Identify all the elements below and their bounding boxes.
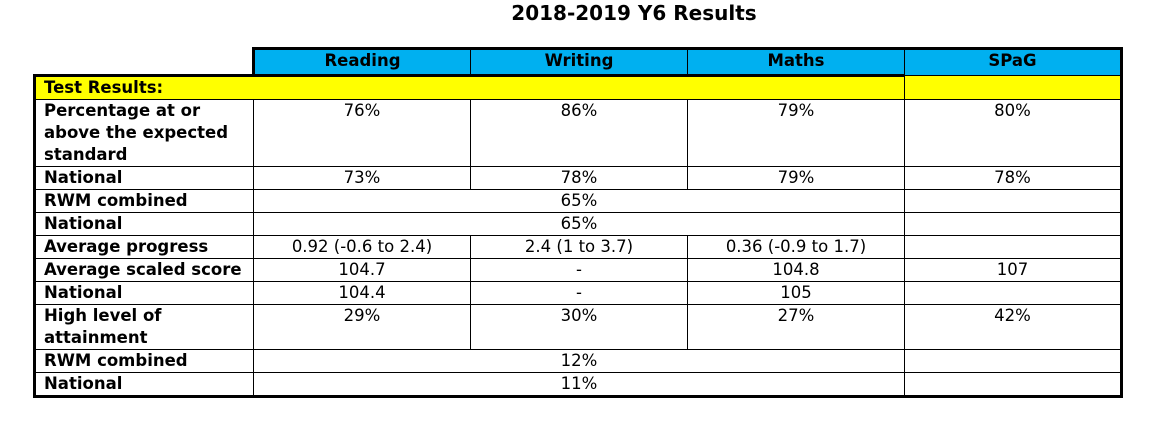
cell-combined: 11% (253, 372, 905, 398)
cell-combined: 65% (253, 189, 905, 213)
page-title: 2018-2019 Y6 Results (511, 1, 757, 25)
row-label: National (33, 166, 254, 190)
results-table: Reading Writing Maths SPaG Test Results:… (33, 47, 1123, 398)
cell-maths: 0.36 (-0.9 to 1.7) (687, 235, 905, 259)
cell-spag: 107 (904, 258, 1123, 282)
cell-reading: 0.92 (-0.6 to 2.4) (253, 235, 471, 259)
header-row: Reading Writing Maths SPaG (34, 47, 1123, 76)
cell-reading: 104.7 (253, 258, 471, 282)
cell-spag (904, 212, 1123, 236)
cell-reading: 73% (253, 166, 471, 190)
table-row: Percentage at or above the expected stan… (33, 99, 1123, 167)
cell-spag: 78% (904, 166, 1123, 190)
row-label: National (33, 281, 254, 305)
cell-writing: 86% (470, 99, 688, 167)
cell-spag: 42% (904, 304, 1123, 350)
cell-reading: 76% (253, 99, 471, 167)
table-row: RWM combined 12% (33, 349, 1123, 373)
cell-spag (904, 281, 1123, 305)
section-label: Test Results: (33, 74, 905, 100)
column-header-spag: SPaG (904, 47, 1123, 76)
cell-spag (904, 235, 1123, 259)
row-label: RWM combined (33, 189, 254, 213)
cell-writing: - (470, 258, 688, 282)
cell-spag (904, 372, 1123, 398)
cell-combined: 12% (253, 349, 905, 373)
column-header-reading: Reading (252, 47, 471, 76)
table-row: National 65% (33, 212, 1123, 236)
row-label: Percentage at or above the expected stan… (33, 99, 254, 167)
section-row: Test Results: (33, 74, 1123, 100)
cell-reading: 29% (253, 304, 471, 350)
cell-maths: 27% (687, 304, 905, 350)
table-row: National 73% 78% 79% 78% (33, 166, 1123, 190)
cell-spag (904, 189, 1123, 213)
cell-maths: 104.8 (687, 258, 905, 282)
row-label: Average scaled score (33, 258, 254, 282)
cell-maths: 79% (687, 166, 905, 190)
table-row: National 104.4 - 105 (33, 281, 1123, 305)
table-row: High level of attainment 29% 30% 27% 42% (33, 304, 1123, 350)
cell-maths: 79% (687, 99, 905, 167)
cell-writing: 30% (470, 304, 688, 350)
row-label: National (33, 372, 254, 398)
row-label: High level of attainment (33, 304, 254, 350)
cell-writing: 78% (470, 166, 688, 190)
cell-spag (904, 349, 1123, 373)
cell-combined: 65% (253, 212, 905, 236)
header-blank-cell (34, 48, 254, 76)
section-spag-cell (904, 75, 1123, 100)
cell-writing: - (470, 281, 688, 305)
column-header-maths: Maths (687, 47, 905, 76)
table-row: Average scaled score 104.7 - 104.8 107 (33, 258, 1123, 282)
cell-writing: 2.4 (1 to 3.7) (470, 235, 688, 259)
cell-spag: 80% (904, 99, 1123, 167)
row-label: Average progress (33, 235, 254, 259)
row-label: National (33, 212, 254, 236)
table-row: RWM combined 65% (33, 189, 1123, 213)
cell-maths: 105 (687, 281, 905, 305)
table-row: National 11% (33, 372, 1123, 398)
cell-reading: 104.4 (253, 281, 471, 305)
column-header-writing: Writing (470, 47, 688, 76)
table-row: Average progress 0.92 (-0.6 to 2.4) 2.4 … (33, 235, 1123, 259)
row-label: RWM combined (33, 349, 254, 373)
